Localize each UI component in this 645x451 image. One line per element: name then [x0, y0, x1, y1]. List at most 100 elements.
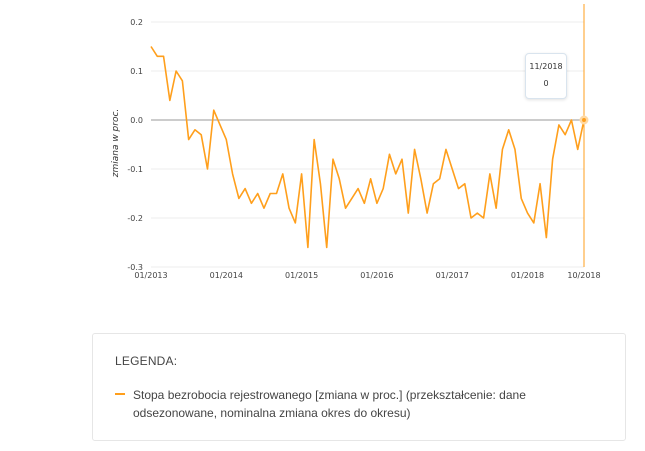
- data-points[interactable]: [149, 45, 589, 250]
- y-axis-ticks: 0.2 0.1 0.0 -0.1 -0.2 -0.3: [127, 18, 143, 272]
- y-tick-label: -0.2: [127, 214, 143, 223]
- x-tick-label: 01/2013: [134, 271, 167, 280]
- data-point[interactable]: [569, 118, 573, 122]
- data-point[interactable]: [526, 211, 530, 215]
- data-point[interactable]: [425, 211, 429, 215]
- data-point[interactable]: [400, 157, 404, 161]
- line-chart: 0.20.10.0-0.1-0.2-0.3 01/2013 01/2014 01/2…: [111, 4, 601, 280]
- y-axis-title: zmiana w proc.: [111, 109, 121, 179]
- y-tick-label: 0.2: [130, 18, 143, 27]
- y-tick-label: -0.1: [127, 165, 143, 174]
- legend-entry-line-2: odsezonowane, nominalna zmiana okres do …: [133, 406, 411, 420]
- data-point[interactable]: [507, 128, 511, 132]
- data-point[interactable]: [287, 206, 291, 210]
- data-point[interactable]: [350, 196, 354, 200]
- data-point[interactable]: [149, 45, 153, 49]
- data-point[interactable]: [187, 138, 191, 142]
- x-tick-label: 01/2016: [360, 271, 393, 280]
- data-point[interactable]: [256, 192, 260, 196]
- data-point[interactable]: [325, 245, 329, 249]
- data-point[interactable]: [275, 192, 279, 196]
- data-point[interactable]: [224, 138, 228, 142]
- data-point[interactable]: [199, 133, 203, 137]
- data-point[interactable]: [563, 133, 567, 137]
- series-line: [150, 46, 585, 249]
- data-point[interactable]: [174, 69, 178, 73]
- data-point[interactable]: [394, 172, 398, 176]
- data-point[interactable]: [438, 177, 442, 181]
- x-tick-label: 01/2014: [210, 271, 243, 280]
- data-point[interactable]: [456, 187, 460, 191]
- legend-title: LEGENDA:: [115, 354, 178, 368]
- tooltip-date: 11/2018: [529, 62, 563, 71]
- data-point[interactable]: [318, 182, 322, 186]
- x-tick-label: 01/2018: [511, 271, 544, 280]
- chart-tooltip: 11/2018 0: [525, 53, 567, 99]
- data-point[interactable]: [538, 182, 542, 186]
- x-tick-label: 01/2015: [285, 271, 318, 280]
- y-tick-label: -0.3: [127, 263, 143, 272]
- x-tick-label: 01/2017: [436, 271, 469, 280]
- data-point[interactable]: [306, 245, 310, 249]
- data-point[interactable]: [544, 236, 548, 240]
- data-point[interactable]: [168, 98, 172, 102]
- data-point[interactable]: [237, 196, 241, 200]
- data-point[interactable]: [557, 123, 561, 127]
- highlighted-data-point[interactable]: [579, 115, 589, 125]
- data-point[interactable]: [431, 182, 435, 186]
- tooltip-value: 0: [543, 79, 549, 88]
- data-point[interactable]: [356, 187, 360, 191]
- data-point[interactable]: [231, 172, 235, 176]
- data-point[interactable]: [375, 201, 379, 205]
- legend-entry-line-1: Stopa bezrobocia rejestrowanego [zmiana …: [133, 388, 526, 402]
- data-point[interactable]: [369, 177, 373, 181]
- data-point[interactable]: [180, 79, 184, 83]
- data-point[interactable]: [312, 138, 316, 142]
- data-point[interactable]: [469, 216, 473, 220]
- chart-gridlines: [151, 21, 584, 268]
- data-point[interactable]: [262, 206, 266, 210]
- data-point[interactable]: [293, 221, 297, 225]
- data-point[interactable]: [494, 206, 498, 210]
- data-point[interactable]: [331, 157, 335, 161]
- data-point[interactable]: [419, 177, 423, 181]
- data-point[interactable]: [337, 177, 341, 181]
- legend-entry-label: Stopa bezrobocia rejestrowanego [zmiana …: [133, 386, 526, 422]
- data-point[interactable]: [475, 211, 479, 215]
- data-point[interactable]: [281, 172, 285, 176]
- data-point[interactable]: [413, 147, 417, 151]
- y-tick-label: 0.1: [130, 67, 143, 76]
- data-point[interactable]: [162, 54, 166, 58]
- data-point[interactable]: [463, 182, 467, 186]
- data-point[interactable]: [155, 54, 159, 58]
- data-point[interactable]: [362, 201, 366, 205]
- data-point[interactable]: [482, 216, 486, 220]
- legend-panel: LEGENDA: Stopa bezrobocia rejestrowanego…: [92, 333, 626, 441]
- y-tick-label: 0.0: [130, 116, 143, 125]
- data-point[interactable]: [218, 123, 222, 127]
- legend-entry[interactable]: Stopa bezrobocia rejestrowanego [zmiana …: [115, 386, 605, 422]
- legend-swatch-orange: [115, 393, 125, 395]
- data-point[interactable]: [381, 187, 385, 191]
- data-point[interactable]: [249, 201, 253, 205]
- data-point[interactable]: [212, 108, 216, 112]
- data-point[interactable]: [344, 206, 348, 210]
- data-point[interactable]: [500, 147, 504, 151]
- data-point[interactable]: [519, 196, 523, 200]
- data-point[interactable]: [243, 187, 247, 191]
- x-axis-ticks: 01/2013 01/2014 01/2015 01/2016 01/2017 01/20…: [134, 271, 600, 280]
- data-point[interactable]: [532, 221, 536, 225]
- data-point[interactable]: [444, 147, 448, 151]
- series-layer: [150, 46, 585, 249]
- data-point[interactable]: [300, 172, 304, 176]
- data-point[interactable]: [205, 167, 209, 171]
- data-point[interactable]: [513, 147, 517, 151]
- data-point[interactable]: [268, 192, 272, 196]
- data-point[interactable]: [387, 152, 391, 156]
- data-point[interactable]: [193, 128, 197, 132]
- data-point[interactable]: [551, 157, 555, 161]
- data-point[interactable]: [576, 147, 580, 151]
- data-point[interactable]: [450, 167, 454, 171]
- data-point[interactable]: [406, 211, 410, 215]
- data-point[interactable]: [488, 172, 492, 176]
